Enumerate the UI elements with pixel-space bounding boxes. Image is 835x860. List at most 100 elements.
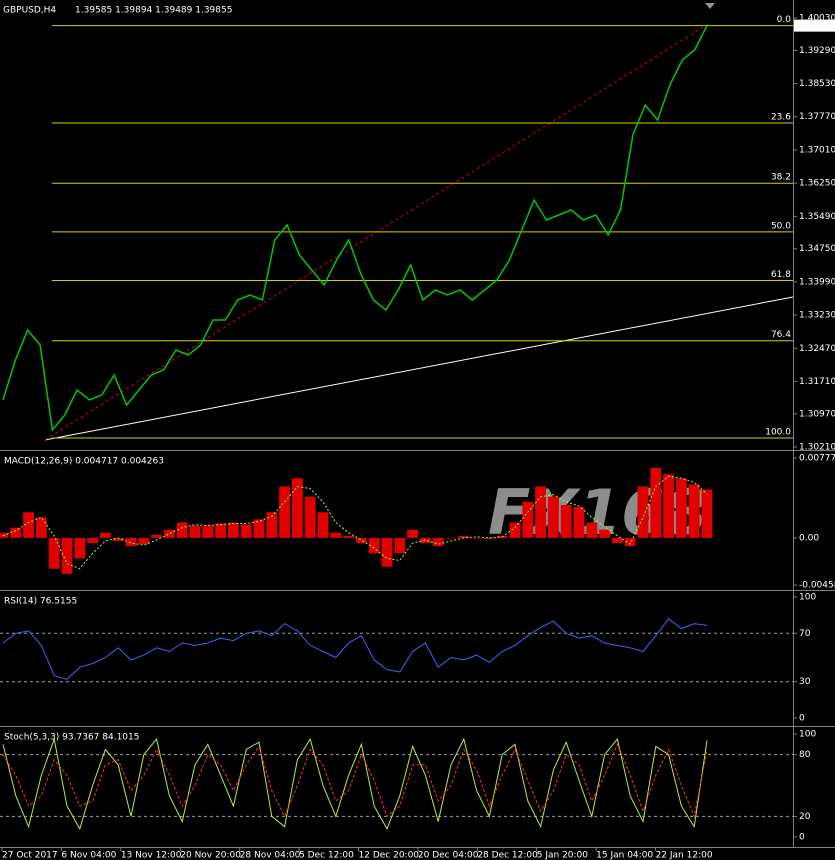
y-tick-label: 1.33990	[799, 277, 835, 287]
x-tick-label: 15 Jan 04:00	[596, 851, 653, 860]
macd-bar	[227, 522, 239, 538]
shift-marker	[705, 3, 715, 9]
macd-bar	[112, 537, 124, 541]
macd-bar	[522, 501, 534, 538]
rsi-label: RSI(14) 76.5155	[4, 597, 77, 607]
fib-label: 0.0	[777, 15, 792, 25]
macd-bar	[10, 527, 22, 538]
macd-bar	[419, 537, 431, 544]
macd-bar	[624, 537, 636, 547]
macd-bar	[279, 486, 291, 538]
y-tick-label: 1.37010	[799, 145, 835, 155]
y-tick-label: 1.31710	[799, 377, 835, 387]
y-tick-label: 100	[799, 730, 816, 740]
macd-bar	[215, 523, 227, 538]
watermark-layer: FX168	[488, 476, 708, 549]
y-tick-label: 1.36250	[799, 179, 835, 189]
macd-bar	[291, 478, 303, 538]
trendline	[44, 296, 794, 441]
x-tick-label: 13 Nov 12:00	[121, 851, 182, 860]
macd-bar	[240, 524, 252, 538]
macd-bar	[586, 522, 598, 538]
y-tick-label: 1.33230	[799, 311, 835, 321]
fib-label: 100.0	[765, 428, 791, 438]
macd-bar	[471, 537, 483, 539]
macd-bar	[637, 486, 649, 538]
macd-bar	[176, 522, 188, 538]
macd-bar	[432, 537, 444, 547]
y-tick-label: 0	[799, 714, 805, 724]
watermark: FX168	[488, 476, 708, 549]
y-tick-label: 1.37770	[799, 112, 835, 122]
y-tick-label: 1.32470	[799, 344, 835, 354]
x-tick-label: 6 Nov 04:00	[61, 851, 116, 860]
y-tick-label: 1.34750	[799, 244, 835, 254]
macd-bar	[560, 505, 572, 538]
ohlc-label: 1.39585 1.39894 1.39489 1.39855	[75, 6, 232, 16]
macd-bar	[509, 522, 521, 538]
macd-bar	[23, 512, 35, 538]
x-tick-label: 27 Oct 2017	[2, 851, 58, 860]
macd-bar	[35, 517, 47, 538]
y-tick-label: 0.007776	[799, 454, 835, 464]
macd-bar	[701, 489, 713, 538]
macd-bar	[573, 507, 585, 538]
y-tick-label: 80	[799, 750, 811, 760]
y-tick-label: 1.35490	[799, 212, 835, 222]
series-line	[2, 618, 708, 680]
x-tick-label: 20 Nov 20:00	[180, 851, 241, 860]
macd-bar	[99, 532, 111, 538]
macd-bar	[189, 525, 201, 538]
series-line	[2, 25, 708, 432]
fib-label: 61.8	[771, 270, 791, 280]
y-tick-label: 1.40030	[799, 14, 835, 24]
macd-bar	[253, 519, 265, 538]
y-tick-label: 20	[799, 812, 811, 822]
series-line	[2, 742, 708, 819]
macd-bar	[151, 534, 163, 538]
x-tick-label: 28 Dec 12:00	[477, 851, 538, 860]
fib-label: 76.4	[771, 330, 791, 340]
macd-bar	[74, 537, 86, 559]
fib-label: 38.2	[771, 173, 791, 183]
macd-bar	[125, 537, 137, 547]
macd-bar	[266, 512, 278, 538]
macd-bar	[458, 535, 470, 538]
macd-bar	[138, 537, 150, 545]
fib-label: 23.6	[771, 112, 791, 122]
macd-bar	[547, 496, 559, 538]
y-tick-label: 1.30210	[799, 443, 835, 453]
macd-bar	[675, 478, 687, 538]
macd-bar	[688, 484, 700, 538]
macd-bar	[330, 532, 342, 538]
macd-bar	[445, 537, 457, 539]
macd-bar	[61, 537, 73, 574]
current-price-box	[794, 19, 835, 32]
macd-bar	[355, 537, 367, 544]
y-tick-label: 0.00	[799, 533, 819, 543]
x-tick-label: 5 Dec 12:00	[299, 851, 354, 860]
macd-bar	[663, 474, 675, 538]
macd-bar	[317, 512, 329, 538]
macd-bar	[483, 537, 495, 539]
macd-label: MACD(12,26,9) 0.004717 0.004263	[4, 457, 164, 467]
macd-bar	[599, 529, 611, 538]
macd-bar	[163, 529, 175, 538]
y-tick-label: 70	[799, 629, 811, 639]
series-line	[2, 737, 708, 831]
macd-bar	[407, 529, 419, 538]
macd-bar	[48, 537, 60, 569]
y-tick-label: 1.30970	[799, 409, 835, 419]
stoch-label: Stoch(5,3,3) 93.7367 84.1015	[4, 733, 139, 743]
macd-bar	[87, 537, 99, 544]
x-tick-label: 20 Dec 04:00	[418, 851, 479, 860]
y-tick-label: 30	[799, 677, 811, 687]
x-tick-label: 12 Dec 20:00	[359, 851, 420, 860]
current-price-label: 1.39855	[799, 21, 835, 31]
y-tick-label: 1.38530	[799, 79, 835, 89]
macd-bar	[304, 496, 316, 538]
y-tick-label: 0	[799, 833, 805, 843]
